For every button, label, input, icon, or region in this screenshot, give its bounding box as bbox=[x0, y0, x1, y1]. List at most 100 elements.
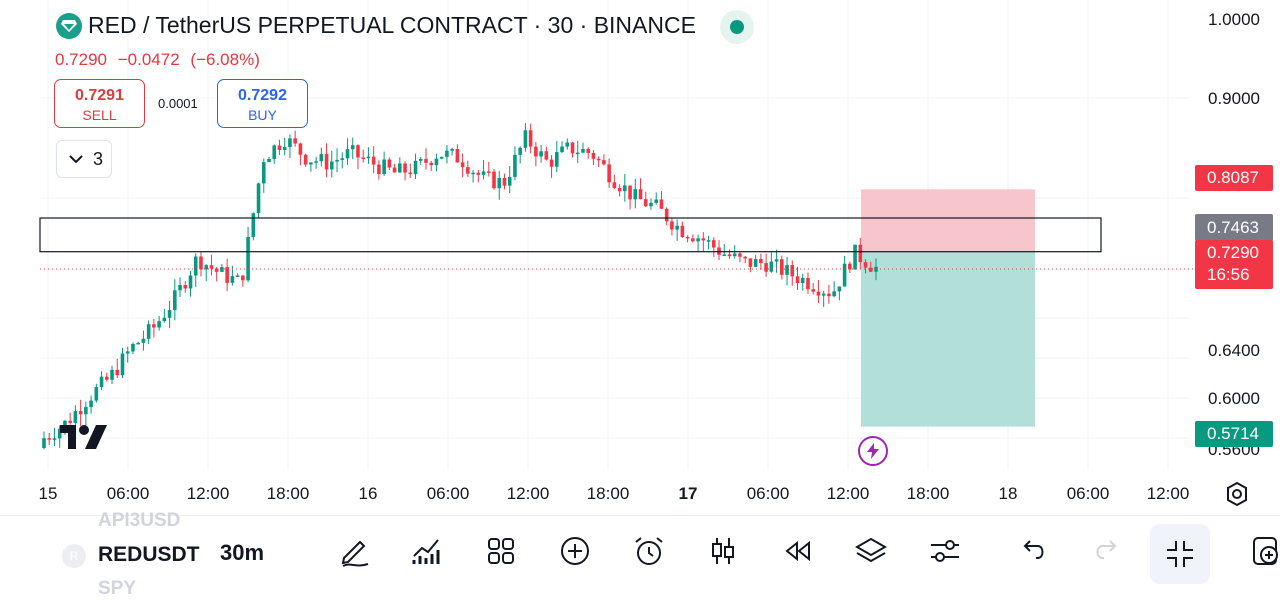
candle-up bbox=[366, 156, 371, 159]
candle-up bbox=[722, 254, 727, 256]
candle-down bbox=[361, 157, 365, 159]
chart-overlays bbox=[39, 217, 1195, 270]
time-axis-label: 12:00 bbox=[186, 484, 230, 503]
candle-down bbox=[115, 369, 120, 376]
candle-up bbox=[732, 253, 737, 257]
time-axis-label: 12:00 bbox=[826, 484, 870, 503]
candle-up bbox=[706, 240, 711, 242]
symbol-title[interactable]: RED / TetherUS PERPETUAL CONTRACT · 30 ·… bbox=[88, 12, 696, 38]
undo-icon[interactable] bbox=[1016, 534, 1050, 568]
candle-down bbox=[429, 162, 434, 166]
candle-up bbox=[513, 154, 517, 177]
candle-up bbox=[382, 159, 386, 175]
candle-up bbox=[832, 291, 836, 297]
candle-up bbox=[555, 152, 559, 167]
symbol-prev[interactable]: API3USD bbox=[98, 510, 181, 531]
candle-down bbox=[277, 145, 282, 150]
candle-up bbox=[821, 293, 826, 296]
candle-down bbox=[711, 240, 716, 248]
candle-up bbox=[141, 338, 146, 343]
indicators-icon[interactable] bbox=[410, 534, 444, 568]
symbol-selector[interactable]: REDUSDT bbox=[98, 543, 200, 566]
candle-up bbox=[52, 438, 57, 440]
candle-up bbox=[507, 176, 512, 186]
candle-down bbox=[371, 156, 376, 165]
candle-up bbox=[267, 159, 271, 163]
candle-down bbox=[225, 267, 229, 283]
candle-down bbox=[570, 142, 575, 154]
candle-up bbox=[63, 420, 67, 429]
candle-up bbox=[84, 407, 88, 415]
candle-down bbox=[868, 267, 873, 272]
candle-up bbox=[774, 259, 779, 262]
candle-up bbox=[837, 286, 842, 292]
redo-icon[interactable] bbox=[1090, 534, 1124, 568]
buy-button[interactable]: 0.7292 BUY bbox=[217, 79, 308, 128]
candle-up bbox=[157, 321, 161, 328]
candle-down bbox=[241, 275, 245, 281]
settings-sliders-icon[interactable] bbox=[928, 534, 962, 568]
price-axis-label: 1.0000 bbox=[1208, 10, 1260, 29]
time-axis-label: 06:00 bbox=[1066, 484, 1110, 503]
candle-up bbox=[272, 145, 277, 160]
candle-down bbox=[617, 187, 622, 192]
candle-down bbox=[47, 438, 52, 440]
candle-down bbox=[685, 236, 690, 239]
add-panel-icon[interactable] bbox=[1248, 534, 1280, 568]
candle-up bbox=[261, 162, 266, 184]
lightning-icon[interactable] bbox=[858, 436, 888, 466]
candle-down bbox=[528, 130, 533, 147]
layers-icon[interactable] bbox=[854, 534, 888, 568]
indicators-toggle[interactable]: 3 bbox=[56, 140, 112, 178]
candle-down bbox=[863, 262, 868, 268]
collapse-icon bbox=[1167, 541, 1193, 567]
candle-down bbox=[324, 154, 329, 170]
price-chart[interactable] bbox=[0, 0, 1280, 515]
candle-up bbox=[329, 161, 334, 170]
plus-circle-icon[interactable] bbox=[558, 534, 592, 568]
spread-value: 0.0001 bbox=[158, 96, 198, 111]
candle-down bbox=[780, 259, 784, 275]
candle-down bbox=[486, 171, 491, 173]
candle-down bbox=[152, 324, 156, 328]
grid-icon[interactable] bbox=[484, 534, 518, 568]
candle-up bbox=[518, 147, 522, 155]
candle-up bbox=[42, 438, 46, 448]
candle-down bbox=[701, 238, 706, 241]
candle-up bbox=[450, 149, 454, 151]
candle-up bbox=[753, 258, 758, 267]
time-axis-label: 06:00 bbox=[746, 484, 790, 503]
symbol-next[interactable]: SPY bbox=[98, 578, 137, 599]
candle-up bbox=[319, 154, 324, 162]
candle-down bbox=[602, 160, 606, 165]
chart-area[interactable]: RED / TetherUS PERPETUAL CONTRACT · 30 ·… bbox=[0, 0, 1280, 515]
replay-icon[interactable] bbox=[780, 534, 814, 568]
candle-up bbox=[633, 189, 638, 200]
timeframe-selector[interactable]: 30m bbox=[220, 540, 265, 565]
market-open-indicator bbox=[720, 10, 754, 44]
candle-up bbox=[282, 146, 287, 150]
candles-icon[interactable] bbox=[706, 534, 740, 568]
candle-down bbox=[691, 238, 695, 242]
candle-down bbox=[68, 420, 72, 423]
candle-up bbox=[575, 152, 580, 155]
time-axis-label: 12:00 bbox=[1146, 484, 1190, 503]
pen-icon[interactable] bbox=[338, 534, 372, 568]
time-axis-label: 15 bbox=[38, 484, 58, 503]
candle-down bbox=[466, 167, 470, 174]
candlestick-series bbox=[42, 122, 878, 450]
last-price-value: 0.7290 bbox=[1207, 243, 1259, 262]
candle-up bbox=[193, 256, 198, 276]
collapse-button[interactable] bbox=[1150, 524, 1210, 584]
candle-up bbox=[131, 343, 135, 352]
sell-price: 0.7291 bbox=[75, 87, 124, 104]
candle-down bbox=[303, 154, 308, 165]
candle-up bbox=[800, 277, 805, 284]
chart-settings-icon[interactable] bbox=[1224, 481, 1250, 507]
candle-up bbox=[340, 158, 345, 160]
alarm-icon[interactable] bbox=[632, 534, 666, 568]
time-axis-label: 06:00 bbox=[106, 484, 150, 503]
candle-down bbox=[680, 225, 685, 237]
sell-button[interactable]: 0.7291 SELL bbox=[54, 79, 145, 128]
stop-loss-zone bbox=[861, 189, 1035, 252]
